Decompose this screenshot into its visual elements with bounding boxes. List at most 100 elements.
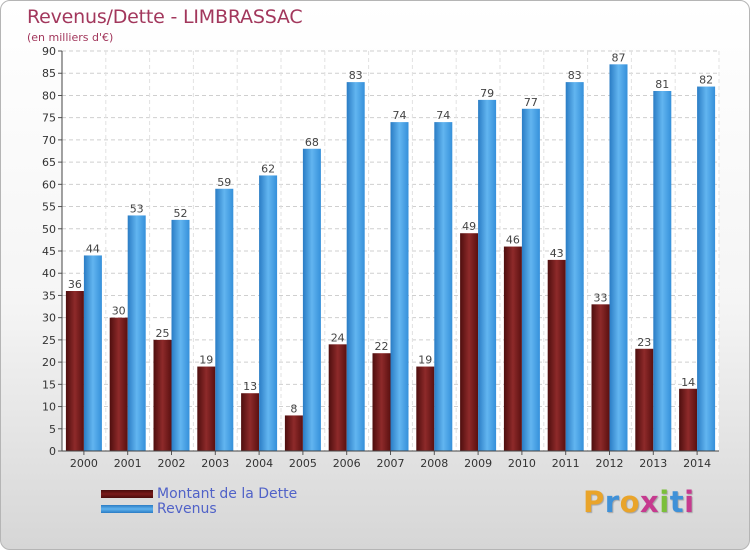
chart-subtitle: (en milliers d'€) [27,31,114,44]
y-tick-label: 70 [42,134,56,147]
legend-swatch-revenus [101,505,153,513]
y-tick-label: 60 [42,178,56,191]
y-tick-label: 40 [42,267,56,280]
y-tick-label: 15 [42,378,56,391]
data-label: 87 [612,51,626,64]
bar-dette [197,366,216,451]
y-tick-label: 90 [42,45,56,58]
data-label: 13 [243,380,257,393]
bar-revenus [521,108,540,452]
bar-dette [284,415,303,451]
y-tick-label: 5 [49,423,56,436]
x-tick-label: 2013 [639,457,667,470]
data-label: 53 [130,202,144,215]
data-label: 19 [199,354,213,367]
data-label: 22 [375,340,389,353]
bar-dette [109,317,128,451]
data-label: 74 [393,109,407,122]
y-tick-label: 80 [42,89,56,102]
bar-dette [65,291,84,451]
bar-dette [679,388,698,451]
x-tick-label: 2008 [420,457,448,470]
bar-dette [241,393,260,451]
data-label: 81 [655,78,669,91]
y-tick-label: 20 [42,356,56,369]
proxiti-logo: Proxiti [583,485,695,519]
bar-revenus [302,148,321,451]
logo-letter: P [583,485,605,519]
data-label: 77 [524,96,538,109]
logo-letter: x [640,485,660,519]
x-tick-label: 2009 [464,457,492,470]
y-tick-label: 55 [42,201,56,214]
bar-revenus [346,82,365,451]
x-tick-label: 2005 [289,457,317,470]
x-tick-label: 2002 [158,457,186,470]
legend-label-revenus: Revenus [157,501,217,517]
logo-letter: t [669,485,685,519]
x-tick-label: 2003 [201,457,229,470]
bar-dette [372,353,391,451]
data-label: 74 [436,109,450,122]
data-label: 33 [594,291,608,304]
x-tick-label: 2001 [114,457,142,470]
y-tick-label: 75 [42,112,56,125]
bar-revenus [171,219,190,451]
bar-revenus [434,122,453,451]
legend-label-dette: Montant de la Dette [157,486,298,502]
data-label: 49 [462,220,476,233]
bar-revenus [83,255,102,451]
x-tick-label: 2000 [70,457,98,470]
data-label: 83 [568,69,582,82]
y-tick-label: 0 [49,445,56,458]
chart-title: Revenus/Dette - LIMBRASSAC [27,6,303,28]
data-label: 82 [699,74,713,87]
data-label: 68 [305,136,319,149]
data-label: 59 [217,176,231,189]
data-label: 62 [261,162,275,175]
y-tick-label: 65 [42,156,56,169]
data-label: 83 [349,69,363,82]
data-label: 43 [550,247,564,260]
data-label: 36 [68,278,82,291]
bar-dette [503,246,522,451]
data-label: 14 [681,376,695,389]
data-label: 25 [156,327,170,340]
data-label: 8 [290,402,297,415]
bar-revenus [697,86,716,452]
x-tick-label: 2014 [683,457,711,470]
bar-dette [153,339,172,451]
logo-letter: o [619,485,641,519]
bar-revenus [609,64,628,452]
data-label: 46 [506,234,520,247]
y-tick-label: 25 [42,334,56,347]
y-tick-label: 45 [42,245,56,258]
bar-dette [635,348,654,451]
x-tick-label: 2011 [552,457,580,470]
x-tick-label: 2010 [508,457,536,470]
logo-letter: r [604,485,620,519]
bar-dette [460,233,479,451]
bar-revenus [653,91,672,451]
logo-letter: i [684,485,695,519]
data-label: 44 [86,242,100,255]
y-tick-label: 35 [42,289,56,302]
bar-revenus [259,175,278,451]
bar-revenus [390,122,409,451]
bar-dette [547,259,566,451]
data-label: 23 [637,336,651,349]
x-tick-label: 2012 [596,457,624,470]
y-tick-label: 30 [42,312,56,325]
bar-revenus [565,82,584,451]
bar-revenus [478,99,497,451]
data-label: 19 [418,354,432,367]
data-label: 30 [112,305,126,318]
x-tick-label: 2004 [245,457,273,470]
bar-dette [416,366,435,451]
data-label: 79 [480,87,494,100]
y-tick-label: 10 [42,401,56,414]
y-tick-label: 50 [42,223,56,236]
x-tick-label: 2007 [377,457,405,470]
